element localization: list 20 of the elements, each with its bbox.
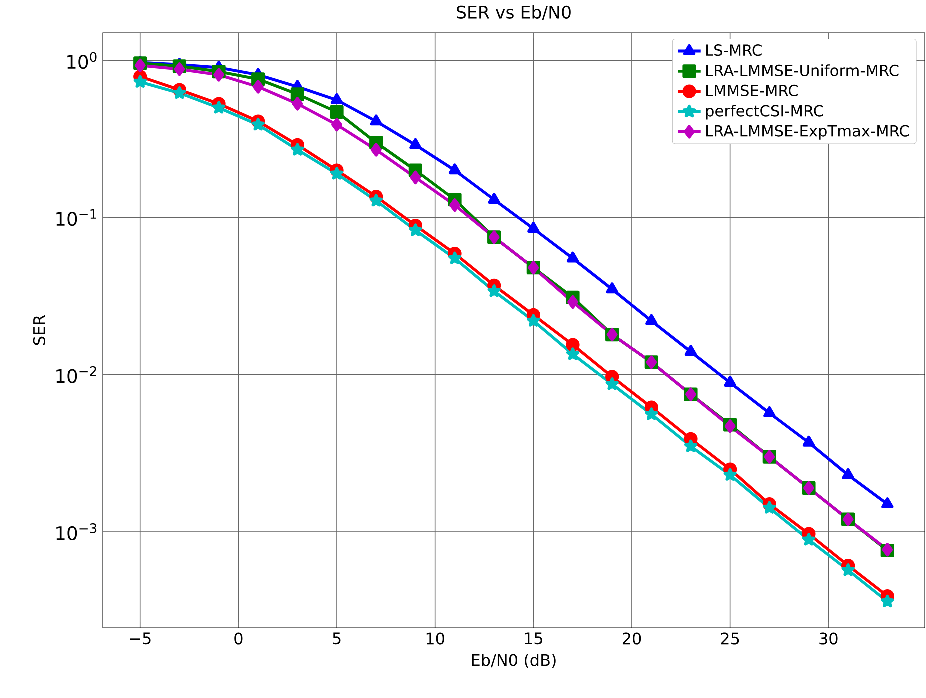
x-tick-label: 0 xyxy=(234,632,243,645)
x-tick-label: 10 xyxy=(426,632,444,645)
x-tick-label: 20 xyxy=(622,632,642,645)
y-tick-label: 10$^{−1}$ xyxy=(56,209,96,226)
legend-label: LMMSE-MRC xyxy=(706,84,798,97)
legend-label: perfectCSI-MRC xyxy=(706,104,824,120)
x-tick-label: 5 xyxy=(333,632,341,645)
y-tick-label: 10$^{−2}$ xyxy=(56,366,96,384)
y-tick-label: 10$^{−3}$ xyxy=(56,524,97,540)
x-tick-label: −5 xyxy=(130,632,151,645)
y-axis-title: SER xyxy=(33,315,46,346)
chart-title: SER vs Eb/N0 xyxy=(457,6,571,20)
legend-label: LS-MRC xyxy=(706,44,762,56)
x-tick-label: 25 xyxy=(721,632,740,645)
x-axis-title: Eb/N0 (dB) xyxy=(472,654,556,668)
x-tick-label: 30 xyxy=(820,632,838,645)
legend-label: LRA-LMMSE-Uniform-MRC xyxy=(706,64,899,76)
legend-label: LRA-LMMSE-ExpTmax-MRC xyxy=(706,125,910,140)
x-tick-label: 15 xyxy=(525,632,542,645)
y-tick-label: 10$^{0}$ xyxy=(68,52,97,70)
